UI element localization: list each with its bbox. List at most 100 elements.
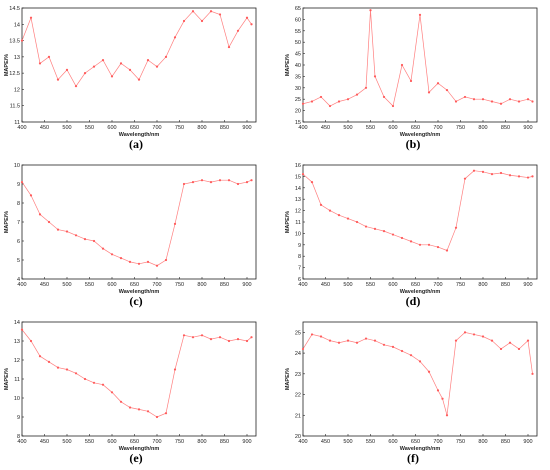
- plot-frame: [21, 164, 257, 280]
- y-tick-label: 65: [295, 6, 301, 12]
- data-point: [481, 335, 485, 338]
- y-tick-label: 8: [17, 434, 20, 440]
- x-tick-label: 750: [456, 282, 465, 288]
- y-tick-label: 9: [298, 243, 301, 249]
- data-point: [65, 230, 69, 233]
- data-point: [337, 100, 341, 103]
- x-tick-label: 800: [478, 439, 487, 445]
- data-point: [472, 169, 476, 172]
- series-line: [21, 329, 252, 418]
- y-tick-label: 55: [295, 29, 301, 35]
- x-tick-label: 700: [152, 125, 161, 131]
- data-point: [29, 16, 33, 19]
- data-point: [364, 225, 368, 228]
- y-tick-label: 8: [298, 254, 301, 260]
- series-line: [302, 331, 533, 416]
- y-axis-label: MAPE/%: [4, 211, 10, 233]
- y-tick-label: 15: [295, 174, 301, 180]
- data-point: [355, 220, 359, 224]
- data-point: [445, 414, 449, 417]
- data-point: [454, 100, 458, 103]
- x-axis-label: Wavelength/nm: [400, 289, 441, 295]
- y-tick-label: 16: [295, 163, 301, 169]
- data-point: [191, 10, 195, 13]
- y-axis-label: MAPE/%: [285, 211, 291, 233]
- data-point: [319, 335, 323, 338]
- x-tick-label: 800: [478, 125, 487, 131]
- plot-frame: [302, 7, 538, 123]
- data-point: [391, 104, 395, 108]
- x-tick-label: 750: [456, 125, 465, 131]
- data-point: [227, 179, 231, 182]
- data-point: [101, 247, 105, 250]
- data-point: [20, 181, 24, 184]
- x-tick-label: 900: [242, 282, 251, 288]
- data-point: [164, 412, 168, 415]
- data-point: [463, 95, 467, 99]
- y-tick-label: 50: [295, 40, 301, 46]
- x-tick-label: 750: [175, 125, 184, 131]
- x-tick-label: 850: [220, 125, 229, 131]
- data-point: [218, 13, 222, 16]
- data-point: [531, 100, 534, 103]
- data-point: [490, 100, 494, 103]
- data-point: [128, 260, 132, 263]
- y-tick-label: 6: [17, 239, 20, 245]
- data-point: [83, 72, 87, 75]
- y-tick-label: 10: [295, 231, 301, 237]
- x-tick-label: 550: [366, 125, 375, 131]
- x-tick-label: 650: [411, 125, 420, 131]
- x-tick-label: 600: [388, 439, 397, 445]
- data-point: [56, 228, 60, 231]
- chart-panel-1: 400 450 500 550 600 650 700 750 800 850 900 11 11.5 1…: [4, 6, 257, 151]
- data-point: [20, 39, 24, 42]
- data-point: [182, 19, 186, 23]
- x-tick-label: 900: [242, 125, 251, 131]
- x-tick-label: 650: [411, 282, 420, 288]
- chart-panel-6: 400 450 500 550 600 650 700 750 800 850 900 20 21 22 2…: [285, 321, 538, 465]
- chart-panel-2: 400 450 500 550 600 650 700 750 800 850 900 15 20 25 3…: [285, 6, 538, 151]
- y-tick-label: 14: [14, 320, 20, 326]
- data-point: [74, 372, 78, 375]
- data-point: [56, 78, 60, 81]
- x-tick-label: 600: [107, 125, 116, 131]
- data-point: [83, 238, 87, 241]
- data-point: [74, 85, 78, 88]
- data-point: [20, 328, 24, 331]
- y-tick-label: 12.5: [9, 71, 20, 77]
- data-point: [250, 179, 253, 182]
- data-point: [137, 262, 141, 265]
- x-tick-label: 850: [220, 439, 229, 445]
- data-point: [355, 341, 359, 344]
- data-point: [526, 98, 530, 101]
- data-point: [310, 100, 314, 103]
- data-point: [337, 341, 341, 344]
- data-point: [427, 243, 431, 246]
- y-tick-label: 12: [14, 87, 20, 93]
- x-tick-label: 500: [62, 282, 71, 288]
- x-tick-label: 450: [321, 282, 330, 288]
- x-tick-label: 650: [130, 439, 139, 445]
- data-point: [400, 63, 404, 67]
- data-point: [531, 372, 534, 375]
- data-point: [92, 65, 96, 68]
- y-tick-label: 14.5: [9, 6, 20, 12]
- x-tick-label: 450: [321, 439, 330, 445]
- y-tick-label: 9: [17, 182, 20, 188]
- data-point: [373, 75, 377, 78]
- data-point: [441, 397, 444, 400]
- data-point: [101, 59, 105, 62]
- data-point: [328, 104, 332, 108]
- data-point: [146, 260, 150, 263]
- data-point: [83, 377, 87, 381]
- data-point: [400, 236, 404, 240]
- data-point: [373, 227, 377, 230]
- data-point: [373, 339, 377, 342]
- data-point: [236, 29, 240, 32]
- data-point: [418, 360, 422, 363]
- x-tick-label: 550: [85, 439, 94, 445]
- y-tick-label: 21: [295, 413, 301, 419]
- plot-frame: [302, 164, 538, 280]
- data-point: [65, 368, 69, 371]
